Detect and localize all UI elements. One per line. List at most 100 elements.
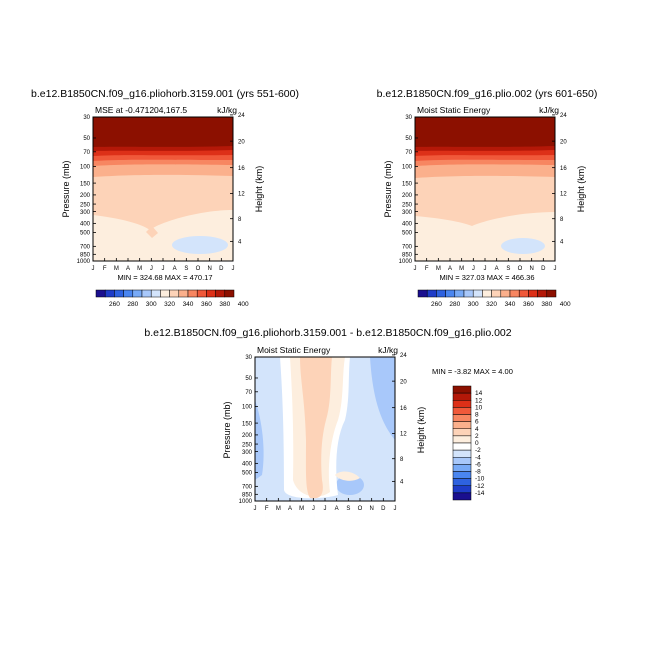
- pressure-tick-label: 250: [242, 442, 253, 448]
- pressure-tick-label: 850: [402, 253, 413, 259]
- pressure-tick-label: 100: [402, 165, 413, 171]
- pressure-tick-label: 30: [245, 355, 252, 361]
- colorbar-label: 8: [475, 412, 479, 419]
- colorbar-label: 360: [523, 301, 534, 308]
- colorbar-label: 280: [449, 301, 460, 308]
- height-tick-label: 24: [238, 113, 245, 119]
- colorbar-label: 280: [127, 301, 138, 308]
- pressure-tick-label: 250: [80, 202, 91, 208]
- pressure-tick-label: 400: [402, 222, 413, 228]
- colorbar-label: 340: [505, 301, 516, 308]
- colorbar-label: -8: [475, 469, 481, 476]
- colorbar-swatch: [509, 289, 520, 298]
- colorbar-swatch: [215, 289, 226, 298]
- month-tick-label: O: [358, 506, 363, 512]
- colorbar-swatch: [150, 289, 161, 298]
- pressure-tick-label: 150: [80, 181, 91, 187]
- colorbar-swatch: [452, 464, 472, 472]
- colorbar-swatch: [491, 289, 502, 298]
- pressure-tick-label: 30: [405, 115, 412, 121]
- colorbar-swatch: [169, 289, 180, 298]
- month-tick-label: F: [103, 266, 107, 272]
- month-tick-label: S: [506, 266, 510, 272]
- month-tick-label: J: [150, 266, 153, 272]
- colorbar-swatch: [123, 289, 134, 298]
- colorbar-swatch: [452, 400, 472, 408]
- colorbar-label: 0: [475, 440, 479, 447]
- month-tick-label: J: [484, 266, 487, 272]
- panel3-ylabel: Pressure (mb): [222, 401, 232, 458]
- colorbar-swatch: [436, 289, 446, 298]
- colorbar-label: 380: [541, 301, 552, 308]
- pressure-tick-label: 400: [242, 462, 253, 468]
- colorbar-swatch: [546, 289, 557, 298]
- pressure-tick-label: 100: [242, 405, 253, 411]
- month-tick-label: A: [448, 266, 452, 272]
- colorbar-swatch: [537, 289, 548, 298]
- height-tick-label: 24: [400, 353, 407, 359]
- panel1-title: b.e12.B1850CN.f09_g16.pliohorb.3159.001 …: [31, 88, 299, 100]
- colorbar-label: 320: [486, 301, 497, 308]
- panel3-title: b.e12.B1850CN.f09_g16.pliohorb.3159.001 …: [144, 327, 511, 339]
- colorbar-swatch: [224, 289, 235, 298]
- pressure-tick-label: 100: [80, 165, 91, 171]
- pressure-tick-label: 200: [80, 193, 91, 199]
- colorbar-label: 400: [238, 301, 249, 308]
- month-tick-label: J: [554, 266, 557, 272]
- month-tick-label: N: [207, 266, 211, 272]
- colorbar-swatch: [452, 492, 472, 501]
- colorbar-label: 14: [475, 390, 483, 397]
- colorbar-swatch: [452, 471, 472, 479]
- month-tick-label: M: [436, 266, 441, 272]
- height-tick-label: 16: [238, 166, 245, 172]
- height-tick-label: 24: [560, 113, 567, 119]
- pressure-tick-label: 500: [402, 231, 413, 237]
- height-tick-label: 8: [560, 217, 564, 223]
- panel2-units: kJ/kg: [539, 105, 559, 115]
- pressure-tick-label: 50: [83, 136, 90, 142]
- panel1-field: [93, 117, 233, 261]
- month-tick-label: F: [425, 266, 429, 272]
- colorbar-label: 12: [475, 397, 483, 404]
- colorbar-swatch: [452, 478, 472, 486]
- pressure-tick-label: 300: [242, 450, 253, 456]
- colorbar-swatch: [452, 449, 472, 458]
- panel2-ylabel-right: Height (km): [576, 166, 586, 213]
- colorbar-swatch: [452, 457, 472, 465]
- height-tick-label: 20: [560, 139, 567, 145]
- pressure-tick-label: 1000: [239, 499, 253, 505]
- height-tick-label: 20: [238, 139, 245, 145]
- panel1-ylabel-right: Height (km): [254, 166, 264, 213]
- colorbar-swatch: [95, 289, 106, 298]
- colorbar-swatch: [452, 407, 472, 415]
- pressure-tick-label: 250: [402, 202, 413, 208]
- month-tick-label: J: [232, 266, 235, 272]
- colorbar-swatch: [454, 289, 465, 298]
- colorbar-swatch: [452, 428, 472, 437]
- colorbar-label: 360: [201, 301, 212, 308]
- panel2-title: b.e12.B1850CN.f09_g16.plio.002 (yrs 601-…: [377, 88, 598, 100]
- colorbar-label: 320: [164, 301, 175, 308]
- colorbar-label: 2: [475, 433, 479, 440]
- colorbar-swatch: [452, 392, 472, 401]
- month-tick-label: A: [335, 506, 339, 512]
- pressure-tick-label: 400: [80, 222, 91, 228]
- panel2-ylabel: Pressure (mb): [383, 160, 393, 217]
- colorbar-swatch: [452, 435, 472, 444]
- month-tick-label: J: [92, 266, 95, 272]
- pressure-tick-label: 700: [402, 245, 413, 251]
- panel3-stats: MIN = -3.82 MAX = 4.00: [432, 367, 513, 376]
- month-tick-label: J: [394, 506, 397, 512]
- panel3-subtitle: Moist Static Energy: [257, 345, 331, 355]
- month-tick-label: J: [324, 506, 327, 512]
- colorbar-label: -14: [475, 490, 485, 497]
- height-tick-label: 4: [560, 240, 564, 246]
- pressure-tick-label: 70: [245, 390, 252, 396]
- month-tick-label: N: [369, 506, 373, 512]
- month-tick-label: J: [414, 266, 417, 272]
- month-tick-label: M: [276, 506, 281, 512]
- colorbar-label: -10: [475, 476, 485, 483]
- height-tick-label: 12: [238, 192, 245, 198]
- pressure-tick-label: 500: [242, 471, 253, 477]
- month-tick-label: D: [381, 506, 386, 512]
